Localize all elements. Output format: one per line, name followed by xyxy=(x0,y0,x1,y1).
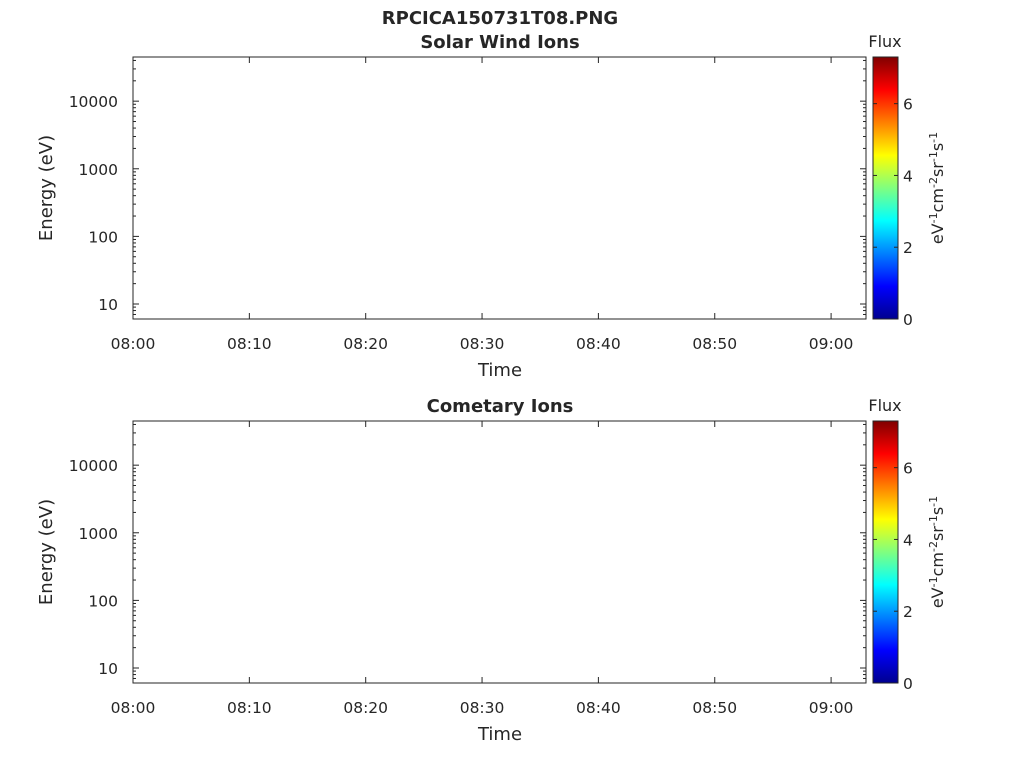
panel-solar-wind-ions: Solar Wind Ions 08:00 08:10 08:20 08:30 08:4… xyxy=(0,32,947,381)
panel-title: Cometary Ions xyxy=(427,396,574,417)
colorbar-gradient xyxy=(873,57,898,319)
colorbar-unit-label: eV-1cm-2sr-1s-1 xyxy=(927,132,947,244)
panel-title: Solar Wind Ions xyxy=(420,32,579,53)
figure-title: RPCICA150731T08.PNG xyxy=(382,8,618,29)
y-axis-ticks: 10 100 1000 10000 xyxy=(69,60,866,319)
y-axis-label: Energy (eV) xyxy=(36,135,57,241)
colorbar: 0 2 4 6 Flux eV-1cm-2sr-1s-1 xyxy=(868,32,947,329)
colorbar-tick-label: 0 xyxy=(903,311,913,329)
x-tick-label: 08:50 xyxy=(692,335,737,353)
x-tick-label: 08:20 xyxy=(343,335,388,353)
x-tick-label: 08:10 xyxy=(227,335,272,353)
x-tick-label: 09:00 xyxy=(809,335,854,353)
y-tick-label: 1000 xyxy=(79,161,118,179)
plot-frame xyxy=(133,57,866,319)
y-tick-label: 10 xyxy=(98,296,118,314)
x-tick-label: 08:40 xyxy=(576,335,621,353)
colorbar-tick-label: 6 xyxy=(903,96,913,114)
y-tick-label: 10000 xyxy=(69,93,118,111)
colorbar-tick-label: 2 xyxy=(903,239,913,257)
y-tick-label: 100 xyxy=(88,228,118,246)
x-axis-label: Time xyxy=(477,360,522,381)
colorbar-tick-label: 4 xyxy=(903,167,913,185)
colorbar-title: Flux xyxy=(868,32,901,51)
x-tick-label: 08:30 xyxy=(460,335,505,353)
x-axis-ticks: 08:00 08:10 08:20 08:30 08:40 08:50 09:00 xyxy=(111,57,854,353)
x-tick-label: 08:00 xyxy=(111,335,156,353)
